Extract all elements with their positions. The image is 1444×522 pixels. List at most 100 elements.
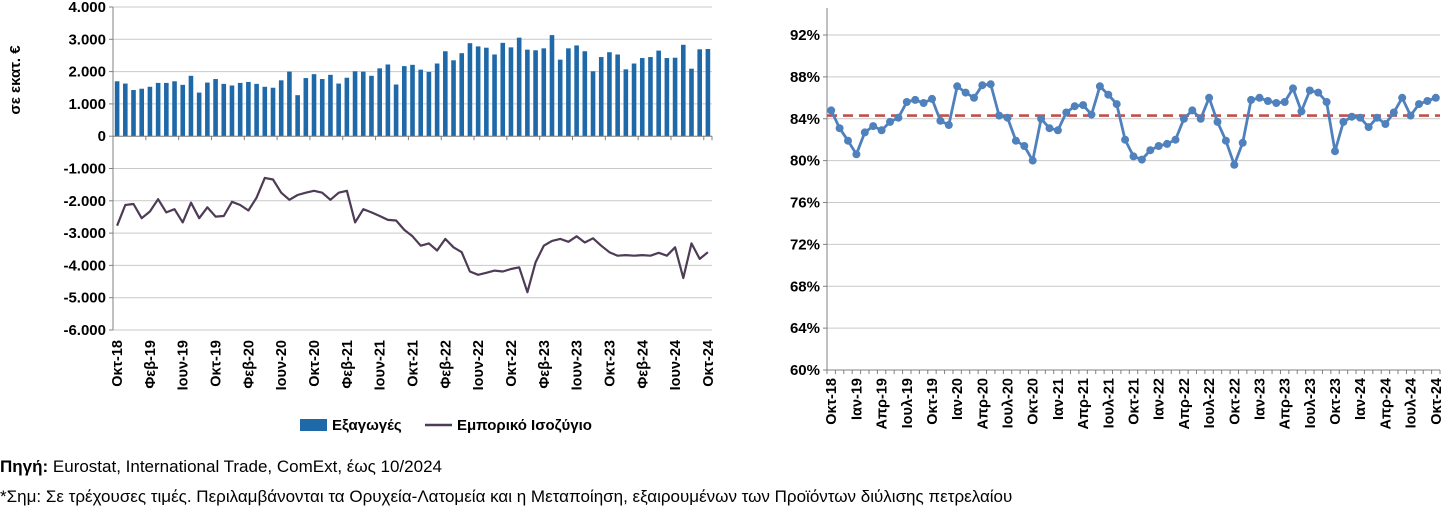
data-point-marker [961, 88, 970, 97]
x-tick-label: Φεβ-24 [635, 340, 651, 389]
data-point-marker [1297, 107, 1306, 116]
data-point-marker [1154, 142, 1163, 150]
exports-bars-series [114, 35, 711, 137]
data-point-marker [936, 116, 945, 125]
data-point-marker [1179, 114, 1188, 123]
x-tick-label: Ιουν-22 [471, 340, 487, 390]
y-axis-title: σε εκατ. € [7, 45, 24, 115]
data-point-marker [1423, 97, 1432, 105]
export-bar [680, 44, 686, 137]
data-point-marker [1011, 136, 1020, 145]
export-bar [607, 52, 612, 137]
export-bar [574, 45, 579, 137]
data-point-marker [1129, 152, 1138, 161]
x-tick-label: Απρ-24 [1378, 378, 1394, 430]
export-bar [615, 54, 620, 137]
data-point-marker [1121, 135, 1130, 144]
x-tick-label: Ιουν-21 [373, 340, 389, 390]
y-tick-label: 4.000 [68, 0, 106, 16]
export-bar [360, 71, 366, 137]
data-point-marker [1221, 136, 1230, 145]
data-point-marker [1020, 142, 1029, 150]
export-bar [590, 71, 596, 137]
x-tick-label: Ιουν-23 [570, 340, 586, 390]
export-bar [393, 84, 399, 137]
y-tick-label: -6.000 [63, 322, 106, 339]
export-bar [155, 82, 161, 137]
data-point-marker [835, 124, 844, 133]
export-bar [541, 48, 547, 137]
y-tick-label: 2.000 [68, 64, 106, 81]
y-tick-label: 0 [98, 128, 106, 145]
y-tick-label: 1.000 [68, 96, 106, 113]
export-bar [369, 75, 374, 137]
export-bar [147, 86, 153, 137]
data-point-marker [1213, 117, 1222, 126]
export-bar [516, 37, 522, 137]
x-tick-label: Οκτ-18 [824, 378, 840, 425]
export-bar [213, 79, 218, 137]
export-bar [689, 68, 694, 137]
data-point-marker [1431, 93, 1440, 102]
x-tick-label: Οκτ-23 [602, 340, 618, 387]
export-bar [401, 66, 407, 137]
export-bar [328, 74, 333, 137]
export-bar [295, 95, 300, 137]
data-point-marker [1373, 113, 1381, 122]
data-point-marker [844, 136, 852, 145]
data-point-marker [995, 111, 1004, 120]
x-tick-label: Απρ-19 [875, 378, 891, 430]
x-tick-label: Απρ-23 [1278, 378, 1294, 430]
data-point-marker [1146, 146, 1155, 155]
data-point-marker [1280, 98, 1289, 106]
export-bar [533, 50, 538, 137]
y-tick-label: 88% [790, 69, 820, 86]
data-point-marker [1255, 93, 1264, 102]
data-point-marker [1196, 114, 1205, 123]
note-line: *Σημ: Σε τρέχουσες τιμές. Περιλαμβάνοντα… [0, 487, 1013, 506]
x-tick-label: Οκτ-24 [701, 340, 717, 387]
export-bar [114, 81, 120, 137]
export-bar [705, 48, 711, 137]
data-point-marker [1137, 155, 1146, 164]
data-point-marker [1364, 123, 1373, 132]
data-point-marker [986, 80, 995, 89]
gridlines [827, 34, 1440, 371]
x-tick-label: Οκτ-20 [307, 340, 323, 387]
data-point-marker [1053, 126, 1062, 135]
x-tick-label: Φεβ-22 [438, 340, 454, 389]
data-point-marker [827, 106, 836, 115]
export-bar [648, 57, 653, 137]
data-point-marker [1247, 95, 1256, 104]
data-point-marker [1339, 117, 1348, 126]
data-point-marker [911, 95, 920, 104]
x-tick-label: Ιαν-20 [950, 378, 966, 420]
x-tick-label: Οκτ-20 [1026, 378, 1042, 425]
export-bar [475, 46, 481, 137]
y-tick-labels: 4.000 3.000 2.000 1.000 0 -1.000 -2.000 -3.000 -… [63, 0, 106, 339]
export-bar [426, 71, 432, 137]
export-bar [319, 79, 325, 137]
export-bar [484, 47, 489, 137]
data-point-marker [1406, 111, 1415, 120]
export-bar [377, 68, 382, 137]
y-tick-label: -2.000 [63, 193, 106, 210]
data-point-marker [1322, 98, 1331, 106]
data-point-marker [1037, 114, 1046, 123]
export-bar [188, 75, 194, 137]
export-bar [311, 74, 317, 137]
export-bar [508, 47, 514, 137]
data-point-marker [1028, 156, 1037, 165]
exports-trade-balance-chart: 4.000 3.000 2.000 1.000 0 -1.000 -2.000 -3.000 -… [0, 0, 744, 457]
export-bar [443, 51, 448, 137]
export-bar [557, 59, 563, 137]
export-bar [639, 58, 645, 137]
x-tick-label: Οκτ-21 [1127, 378, 1143, 425]
export-bar [697, 49, 702, 137]
export-bar [180, 84, 186, 137]
gridlines [113, 6, 712, 331]
x-tick-label: Οκτ-22 [504, 340, 520, 387]
export-bar [164, 82, 169, 137]
x-tick-label: Οκτ-18 [110, 340, 126, 387]
data-point-marker [877, 126, 886, 135]
